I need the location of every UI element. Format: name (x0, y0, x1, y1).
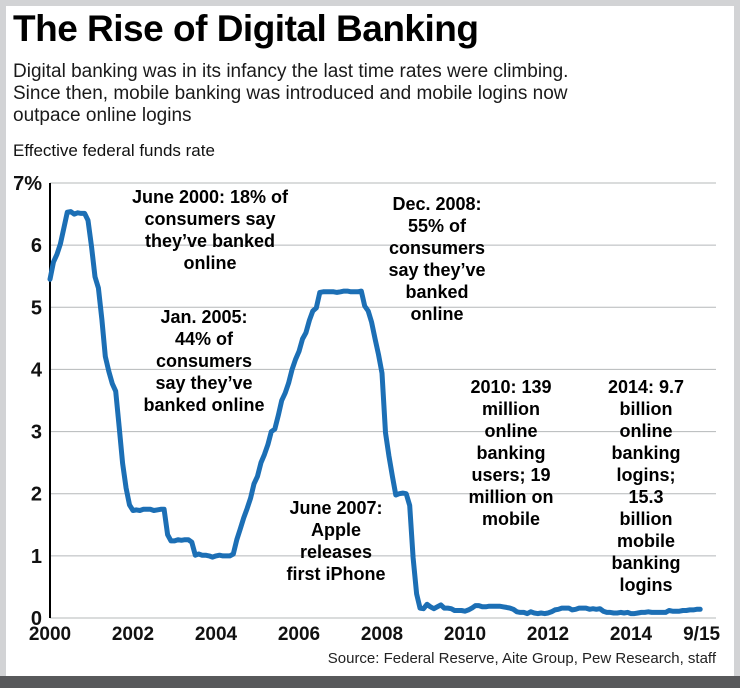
x-tick-label: 2006 (278, 624, 320, 645)
page-title: The Rise of Digital Banking (13, 8, 479, 49)
x-tick-label: 2010 (444, 624, 486, 645)
y-tick-label: 7% (13, 173, 42, 195)
x-tick-label: 2002 (112, 624, 154, 645)
y-tick-label: 0 (31, 608, 42, 630)
y-tick-label: 6 (31, 235, 42, 257)
y-tick-label: 3 (31, 422, 42, 444)
y-tick-label: 1 (31, 546, 42, 568)
x-tick-label: 2014 (610, 624, 653, 645)
rate-line (47, 209, 703, 617)
x-tick-label: 2004 (195, 624, 238, 645)
x-tick-label: 2000 (29, 624, 71, 645)
y-tick-label: 2 (31, 484, 42, 506)
infographic-page (6, 6, 734, 676)
y-tick-label: 5 (31, 297, 42, 319)
x-tick-label: 2008 (361, 624, 403, 645)
x-tick-label: 2012 (527, 624, 569, 645)
y-axis-title: Effective federal funds rate (13, 141, 215, 160)
source-credit: Source: Federal Reserve, Aite Group, Pew… (327, 650, 716, 667)
subtitle: Digital banking was in its infancy the l… (13, 61, 569, 126)
x-tick-label: 9/15 (683, 624, 720, 645)
chart-area: 7% 6 5 4 3 2 1 0 2000 2002 2004 2006 2008 2010 2012 201… (8, 162, 732, 654)
bottom-bar (0, 676, 740, 688)
y-tick-label: 4 (31, 359, 43, 381)
